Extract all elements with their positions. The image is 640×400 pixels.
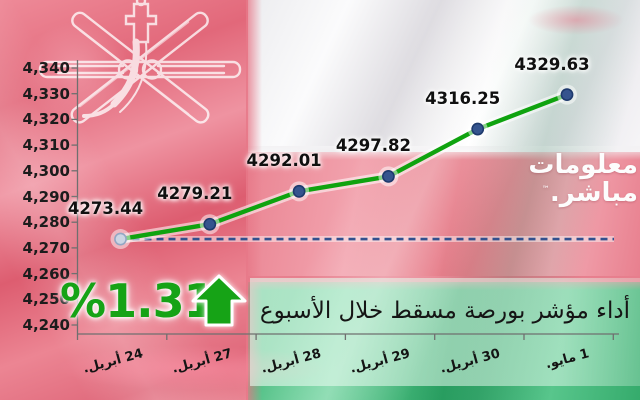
mubasher-watermark: معلومات مباشر.™ <box>478 152 638 206</box>
y-axis-tick-label: 4,310 <box>22 136 70 155</box>
data-point-marker <box>381 170 395 183</box>
data-point-value-label: 4292.01 <box>246 151 322 171</box>
y-axis-tick-label: 4,340 <box>22 59 70 77</box>
data-point-value-label: 4329.63 <box>514 54 590 74</box>
data-point-value-label: 4273.44 <box>67 199 144 219</box>
watermark-line2: مباشر.™ <box>541 178 638 208</box>
y-axis-tick-label: 4,300 <box>22 161 70 180</box>
y-axis-tick-label: 4,280 <box>22 213 70 232</box>
data-point-marker <box>471 122 485 136</box>
data-point-marker <box>560 88 574 102</box>
y-axis-tick-label: 4,250 <box>22 290 70 309</box>
oman-emblem-icon <box>38 0 242 124</box>
data-point-marker <box>292 184 306 198</box>
watermark-line1: معلومات <box>528 150 638 180</box>
data-point-value-label: 4316.25 <box>425 89 501 109</box>
y-axis-tick-label: 4,330 <box>22 84 70 103</box>
data-point-value-label: 4297.82 <box>335 136 411 156</box>
title-banner: أداء مؤشر بورصة مسقط خلال الأسبوع <box>250 278 640 386</box>
y-axis-tick-label: 4,270 <box>22 238 70 257</box>
data-point-marker <box>114 232 127 246</box>
up-arrow-icon <box>191 274 247 328</box>
data-point-marker <box>203 217 217 231</box>
data-point-value-label: 4279.21 <box>157 184 233 204</box>
y-axis-tick-label: 4,260 <box>22 264 70 283</box>
trademark-symbol: ™ <box>541 184 550 194</box>
y-axis-tick-label: 4,320 <box>22 110 70 129</box>
y-axis-tick-label: 4,240 <box>22 316 70 334</box>
y-axis-tick-label: 4,290 <box>22 187 70 206</box>
percent-change-value: %1.31 <box>60 274 216 328</box>
chart-title: أداء مؤشر بورصة مسقط خلال الأسبوع <box>259 298 630 324</box>
